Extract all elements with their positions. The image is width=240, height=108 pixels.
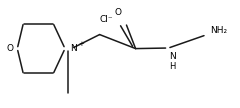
Text: H: H xyxy=(170,62,176,71)
Text: O: O xyxy=(114,8,121,17)
Text: N: N xyxy=(169,52,176,61)
Text: O: O xyxy=(6,44,13,53)
Text: N: N xyxy=(70,44,77,53)
Text: +: + xyxy=(78,41,84,47)
Text: NH₂: NH₂ xyxy=(210,26,227,35)
Text: Cl⁻: Cl⁻ xyxy=(100,15,114,24)
